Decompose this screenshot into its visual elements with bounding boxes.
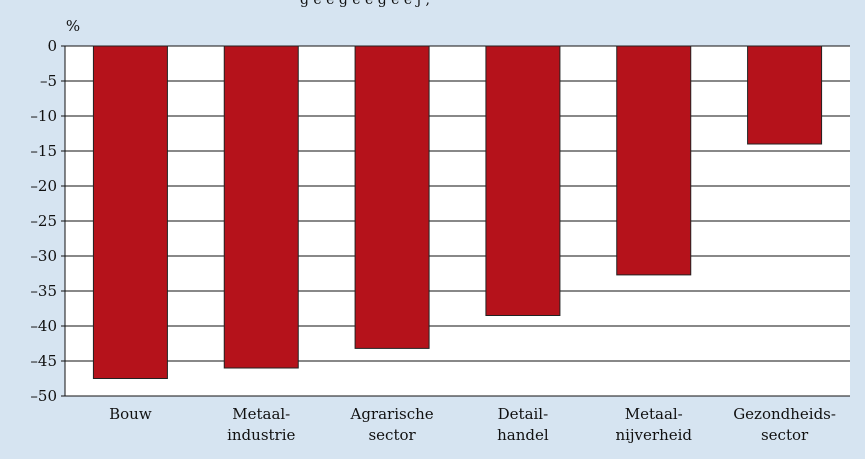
x-tick-label: nijverheid [615, 426, 692, 444]
y-tick-label: –20 [30, 177, 57, 195]
x-tick-label: Metaal- [625, 405, 683, 423]
x-tick-label: sector [368, 426, 416, 444]
y-tick-label: –10 [30, 107, 57, 125]
x-tick-label: Metaal- [232, 405, 290, 423]
y-tick-label: –25 [30, 212, 57, 230]
x-tick-label: Agrarische [350, 405, 434, 423]
bar [747, 45, 823, 145]
bar [92, 45, 168, 379]
x-tick-label: Detail- [498, 405, 549, 423]
bar [616, 45, 692, 276]
y-tick-label: –45 [30, 352, 57, 370]
y-tick-label: –5 [40, 72, 57, 90]
x-axis: Bouw Metaal-industrie Agrarische sector Deta… [109, 405, 836, 444]
y-axis-label: % [66, 17, 80, 35]
y-tick-label: –35 [30, 282, 57, 300]
bar [223, 45, 299, 369]
y-tick-label: –15 [30, 142, 57, 160]
y-tick-label: –40 [30, 317, 57, 335]
y-tick-label: –30 [30, 247, 57, 265]
bar [485, 45, 561, 316]
bar [354, 45, 430, 349]
y-tick-label: 0 [47, 37, 57, 55]
cropped-header-text: g e e g e e g e e j , [300, 0, 430, 8]
x-tick-label: sector [761, 426, 809, 444]
y-tick-label: –50 [30, 387, 57, 405]
y-axis: 0 –5 –10 –15 –20 –25 –30 –35 –40 –45 –50 [30, 37, 66, 405]
x-tick-label: Bouw [109, 405, 152, 423]
x-tick-label: Gezondheids- [733, 405, 836, 423]
x-tick-label: industrie [227, 426, 295, 444]
bars [92, 45, 823, 379]
gridlines [61, 45, 850, 397]
x-tick-label: handel [497, 426, 549, 444]
